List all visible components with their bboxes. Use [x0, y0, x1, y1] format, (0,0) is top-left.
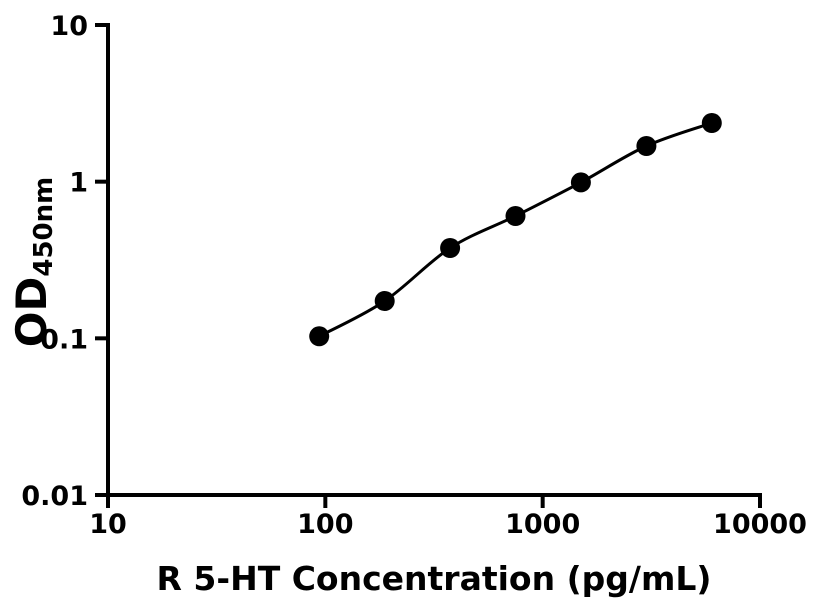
- data-point: [636, 136, 657, 156]
- data-point: [570, 172, 591, 193]
- data-point: [505, 206, 526, 226]
- data-point: [374, 291, 395, 311]
- x-tick-label: 1000: [505, 509, 580, 540]
- x-tick-label: 10000: [713, 509, 807, 540]
- y-axis-title: OD450nm: [7, 177, 59, 347]
- y-axis-title-subscript: 450nm: [29, 177, 59, 277]
- x-tick-label: 10: [89, 509, 127, 540]
- axes: [95, 23, 762, 508]
- data-point: [309, 326, 330, 347]
- y-tick-label: 1: [69, 168, 88, 199]
- y-tick-label: 0.1: [40, 324, 88, 355]
- y-axis-title-main: OD: [7, 277, 56, 348]
- data-point: [701, 113, 722, 133]
- y-tick-label: 0.01: [21, 481, 88, 512]
- data-point: [440, 238, 461, 258]
- y-tick-label: 10: [50, 11, 88, 42]
- x-axis-title: R 5-HT Concentration (pg/mL): [157, 559, 712, 598]
- x-tick-label: 100: [297, 509, 353, 540]
- tick-labels: 10 100 1000 10000 0.01 0.1 1 10: [21, 11, 807, 540]
- series-standard-curve: [309, 113, 722, 347]
